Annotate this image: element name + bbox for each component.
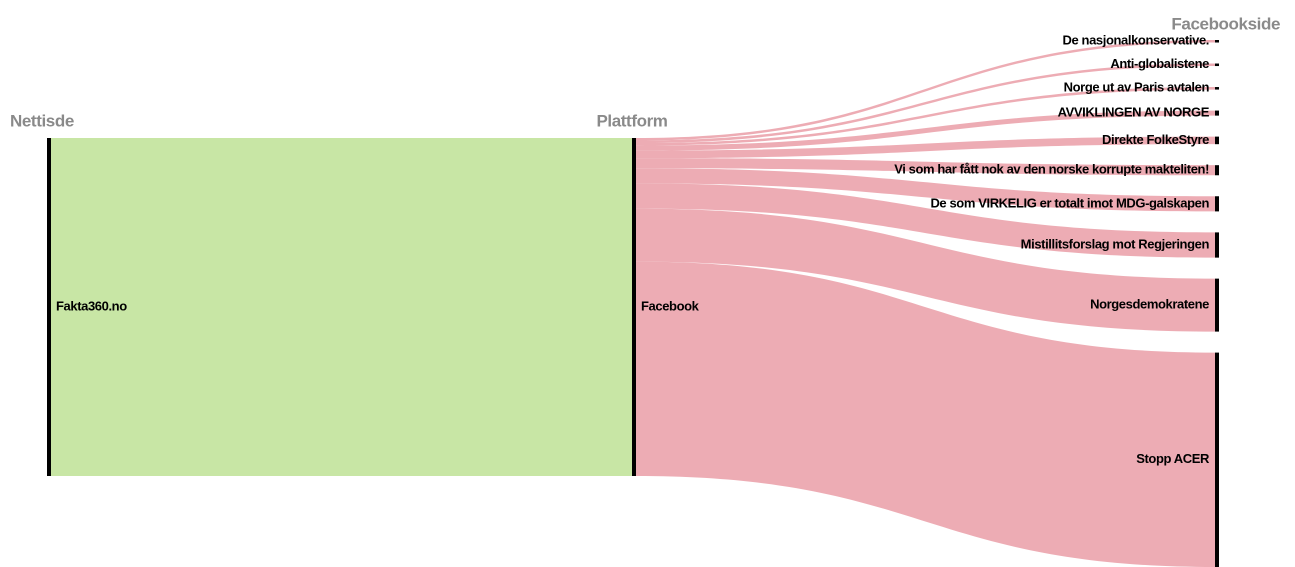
- link: [636, 261, 1215, 567]
- node-label: Fakta360.no: [56, 298, 127, 313]
- link: [636, 208, 1215, 332]
- node-bar: [1215, 278, 1219, 332]
- link: [636, 63, 1215, 144]
- node-label: Facebook: [641, 298, 700, 313]
- node-bar: [1215, 196, 1219, 212]
- node-label: AVVIKLINGEN AV NORGE: [1058, 105, 1210, 120]
- node-bar: [1215, 87, 1219, 90]
- node-label: Stopp ACER: [1136, 451, 1210, 466]
- link: [636, 183, 1215, 258]
- node-bar: [1215, 352, 1219, 567]
- node-bar: [1215, 63, 1219, 67]
- node-label: Anti-globalistene: [1110, 56, 1209, 71]
- node-bar: [47, 138, 51, 476]
- node-bar: [1215, 40, 1219, 43]
- link: [636, 87, 1215, 146]
- node-bar: [1215, 136, 1219, 145]
- node-label: Norgesdemokratene: [1090, 297, 1209, 312]
- node-label: Norge ut av Paris avtalen: [1064, 80, 1210, 95]
- link: [636, 136, 1215, 159]
- column-title: Nettisde: [10, 111, 74, 130]
- node-label: De nasjonalkonservative.: [1063, 33, 1209, 48]
- node-bar: [1215, 232, 1219, 258]
- node-label: Vi som har fått nok av den norske korrup…: [894, 162, 1209, 177]
- node-label: Direkte FolkeStyre: [1102, 132, 1209, 147]
- column-title: Plattform: [596, 111, 667, 130]
- link: [636, 40, 1215, 141]
- node-label: Mistillitsforslag mot Regjeringen: [1021, 236, 1210, 251]
- node-label: De som VIRKELIG er totalt imot MDG-galsk…: [930, 195, 1209, 210]
- link: [51, 138, 632, 476]
- node-bar: [632, 138, 636, 476]
- link: [636, 168, 1215, 212]
- node-bar: [1215, 165, 1219, 176]
- link: [636, 158, 1215, 176]
- column-title: Facebookside: [1171, 14, 1280, 33]
- node-bar: [1215, 110, 1219, 116]
- link: [636, 110, 1215, 151]
